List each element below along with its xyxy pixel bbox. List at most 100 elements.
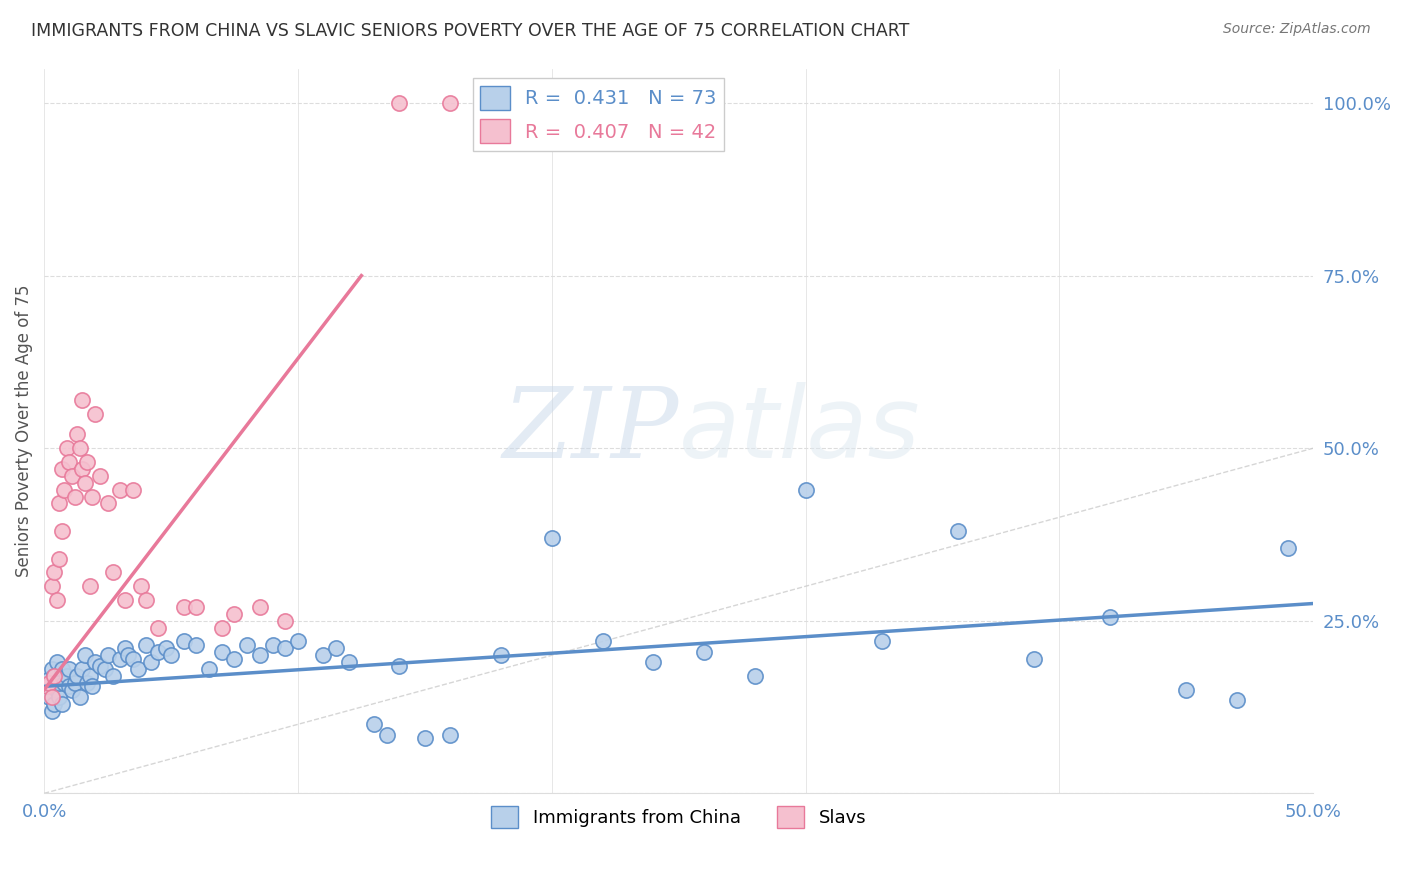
Point (53, 676, 76, 690)
Point (173, 599, 195, 614)
Point (56, 669, 79, 683)
Point (337, 655, 360, 669)
Point (101, 566, 124, 580)
Point (76, 676, 98, 690)
Point (110, 651, 132, 665)
Point (51, 524, 73, 538)
Point (129, 579, 152, 593)
Point (83, 407, 105, 421)
Point (70, 462, 93, 476)
Point (160, 648, 183, 663)
Point (744, 669, 766, 683)
Point (82, 679, 104, 693)
Text: Source: ZipAtlas.com: Source: ZipAtlas.com (1223, 22, 1371, 37)
Point (173, 634, 195, 648)
Point (439, 728, 461, 742)
Point (79, 669, 101, 683)
Point (69, 690, 91, 704)
Point (870, 634, 893, 648)
Point (148, 645, 170, 659)
Point (82, 490, 104, 504)
Text: ZIP: ZIP (502, 384, 679, 479)
Point (274, 614, 297, 628)
Point (94, 662, 117, 676)
Point (45, 593, 67, 607)
Point (73, 648, 96, 663)
Point (643, 655, 665, 669)
Point (60, 682, 83, 697)
Point (48, 676, 70, 690)
Point (110, 483, 132, 497)
Point (388, 96, 411, 111)
Point (224, 607, 246, 621)
Point (114, 641, 136, 656)
Point (114, 593, 136, 607)
Point (439, 96, 461, 111)
Point (51, 697, 73, 711)
Text: IMMIGRANTS FROM CHINA VS SLAVIC SENIORS POVERTY OVER THE AGE OF 75 CORRELATION C: IMMIGRANTS FROM CHINA VS SLAVIC SENIORS … (31, 22, 910, 40)
Point (51, 462, 73, 476)
Point (41, 579, 63, 593)
Point (224, 651, 246, 665)
Legend: Immigrants from China, Slavs: Immigrants from China, Slavs (484, 798, 873, 835)
Point (70, 662, 93, 676)
Point (45, 682, 67, 697)
Point (122, 651, 145, 665)
Point (76, 455, 98, 469)
Point (97, 496, 120, 510)
Point (155, 641, 177, 656)
Point (58, 662, 80, 676)
Point (79, 579, 101, 593)
Text: atlas: atlas (679, 383, 921, 479)
Point (489, 648, 512, 663)
Point (693, 645, 716, 659)
Point (69, 441, 91, 455)
Point (127, 662, 149, 676)
Point (44, 669, 66, 683)
Point (249, 599, 271, 614)
Point (38, 690, 60, 704)
Point (1099, 610, 1122, 624)
Point (38, 673, 60, 687)
Point (413, 731, 436, 745)
Point (262, 638, 284, 652)
Point (794, 483, 817, 497)
Point (148, 621, 170, 635)
Point (48, 690, 70, 704)
Point (325, 641, 347, 656)
Point (117, 648, 139, 663)
Point (592, 634, 614, 648)
Point (198, 662, 221, 676)
Point (60, 468, 83, 483)
Point (45, 655, 67, 669)
Point (312, 648, 335, 663)
Point (41, 704, 63, 718)
Point (89, 658, 111, 673)
Point (41, 690, 63, 704)
Point (51, 662, 73, 676)
Point (44, 669, 66, 683)
Point (1277, 541, 1299, 556)
Point (83, 655, 105, 669)
Point (211, 645, 233, 659)
Point (101, 669, 124, 683)
Point (211, 621, 233, 635)
Point (186, 638, 208, 652)
Point (63, 676, 86, 690)
Point (122, 483, 145, 497)
Point (66, 427, 89, 442)
Y-axis label: Seniors Poverty Over the Age of 75: Seniors Poverty Over the Age of 75 (15, 285, 32, 577)
Point (236, 638, 259, 652)
Point (73, 475, 96, 490)
Point (1175, 682, 1198, 697)
Point (274, 641, 297, 656)
Point (249, 648, 271, 663)
Point (44, 566, 66, 580)
Point (70, 392, 93, 407)
Point (48, 496, 70, 510)
Point (35, 679, 58, 693)
Point (53, 483, 76, 497)
Point (186, 599, 208, 614)
Point (388, 658, 411, 673)
Point (56, 441, 79, 455)
